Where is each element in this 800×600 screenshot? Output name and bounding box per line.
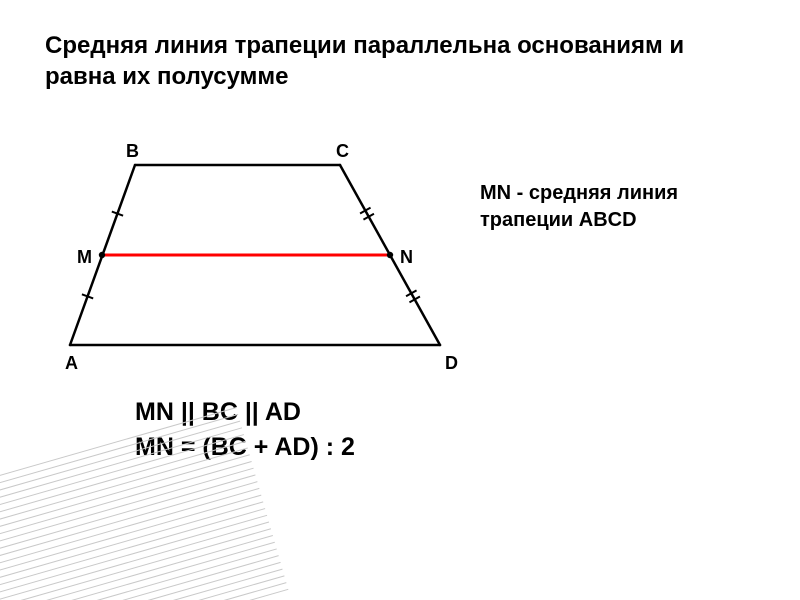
formulas-block: MN || BC || AD MN = (BC + AD) : 2 <box>135 395 355 465</box>
slide: Средняя линия трапеции параллельна основ… <box>0 0 800 600</box>
midline-caption-line2: трапеции ABCD <box>480 207 770 234</box>
midline-caption-line1: MN - средняя линия <box>480 180 770 207</box>
trapezoid-diagram: A D B C M N <box>40 135 470 375</box>
slide-title: Средняя линия трапеции параллельна основ… <box>45 30 760 92</box>
formula-halfsum: MN = (BC + AD) : 2 <box>135 430 355 465</box>
formula-parallel: MN || BC || AD <box>135 395 355 430</box>
svg-text:C: C <box>336 141 349 161</box>
trapezoid-svg: A D B C M N <box>40 135 470 375</box>
svg-text:A: A <box>65 353 78 373</box>
svg-text:M: M <box>77 247 92 267</box>
svg-text:N: N <box>400 247 413 267</box>
midline-caption: MN - средняя линия трапеции ABCD <box>480 180 770 234</box>
svg-text:B: B <box>126 141 139 161</box>
svg-text:D: D <box>445 353 458 373</box>
